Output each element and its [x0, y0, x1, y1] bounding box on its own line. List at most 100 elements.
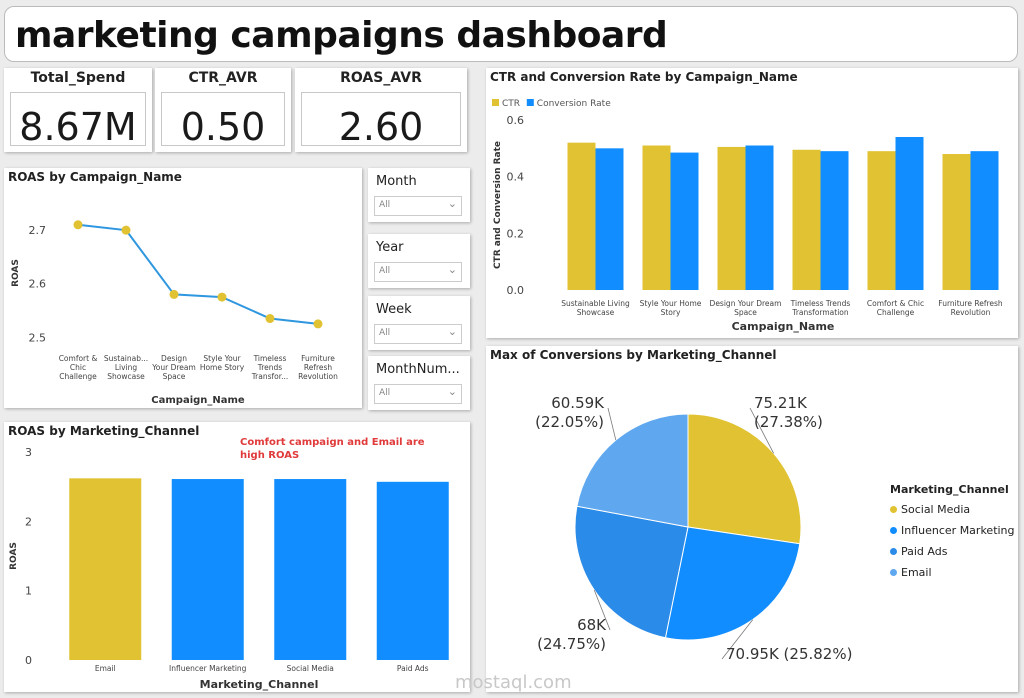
ctr-bar [642, 145, 671, 290]
y-tick-label: 2.5 [29, 331, 47, 344]
slicer-label: Week [376, 302, 412, 317]
kpi-value: 0.50 [180, 105, 266, 149]
slicer-week[interactable]: Week All ⌄ [368, 296, 470, 350]
conversion-rate-bar [595, 148, 624, 290]
legend-dot-icon [890, 527, 897, 534]
slicer-label: MonthNum... [376, 362, 460, 377]
legend-label: Social Media [901, 503, 971, 516]
legend-item[interactable]: Email [890, 566, 932, 579]
slicer-dropdown[interactable]: All ⌄ [374, 196, 462, 216]
legend-dot-icon [890, 548, 897, 555]
leader-line [593, 589, 611, 631]
data-point [217, 292, 227, 302]
x-tick-label: Email [95, 664, 116, 673]
roas-by-campaign-chart[interactable]: ROAS by Campaign_Name 2.5 2.6 2.7 ROAS Comfo… [4, 168, 362, 408]
data-point [73, 220, 83, 230]
x-tick-label: Furniture Refresh Revolution [938, 299, 1003, 317]
kpi-value: 2.60 [338, 105, 424, 149]
x-tick-label: Social Media [287, 664, 334, 673]
data-label: 68K (24.75%) [537, 616, 607, 653]
conversion-rate-bar [820, 151, 849, 290]
x-tick-label: Timeless Trends Transformation [790, 299, 851, 317]
chevron-down-icon: ⌄ [447, 385, 457, 398]
y-tick-label: 0.0 [507, 284, 525, 297]
chart-title: ROAS by Campaign_Name [8, 170, 182, 184]
dashboard-title-bar: marketing campaigns dashboard [4, 6, 1018, 62]
legend-title: Marketing_Channel [890, 483, 1009, 496]
ctr-conversion-chart[interactable]: CTR and Conversion Rate by Campaign_Name… [486, 68, 1018, 338]
pie-plot: 75.21K (27.38%) 70.95K (25.82%) 68K (24.75%)… [535, 394, 852, 663]
slicer-month[interactable]: Month All ⌄ [368, 168, 470, 222]
roas-by-channel-chart[interactable]: ROAS by Marketing_Channel Comfort campai… [4, 422, 470, 692]
x-axis-label: Campaign_Name [151, 395, 245, 406]
legend-item[interactable]: Influencer Marketing [890, 524, 1015, 537]
kpi-card-ctr-avr[interactable]: CTR_AVR 0.50 [155, 68, 291, 152]
x-tick-label: Sustainab... Living Showcase [104, 354, 148, 381]
legend-label: Conversion Rate [537, 99, 611, 109]
legend-item[interactable]: Paid Ads [890, 545, 947, 558]
data-label: 60.59K (22.05%) [535, 394, 605, 431]
ctr-bar [792, 149, 821, 290]
ctr-bar [942, 154, 971, 290]
pie-slice [687, 413, 802, 545]
slicer-value: All [379, 388, 391, 398]
slicer-monthnum[interactable]: MonthNum... All ⌄ [368, 356, 470, 410]
roas-bar [376, 481, 449, 660]
x-tick-label: Sustainable Living Showcase [561, 299, 630, 317]
legend-label: Email [901, 566, 932, 579]
kpi-label: ROAS_AVR [340, 70, 422, 86]
slicer-label: Month [376, 174, 417, 189]
x-tick-label: Comfort & Chic Challenge [59, 354, 98, 381]
slicer-dropdown[interactable]: All ⌄ [374, 262, 462, 282]
kpi-card-total-spend[interactable]: Total_Spend 8.67M [4, 68, 152, 152]
chevron-down-icon: ⌄ [447, 197, 457, 210]
legend-dot-icon [890, 569, 897, 576]
kpi-label: CTR_AVR [188, 70, 258, 86]
chart-title: ROAS by Marketing_Channel [8, 424, 200, 438]
kpi-label: Total_Spend [30, 70, 126, 86]
x-tick-label: Furniture Refresh Revolution [298, 354, 338, 381]
legend-swatch [526, 99, 534, 106]
slicer-dropdown[interactable]: All ⌄ [374, 324, 462, 344]
leader-line [721, 619, 754, 660]
chart-title: CTR and Conversion Rate by Campaign_Name [490, 70, 798, 84]
y-axis-label: ROAS [11, 259, 21, 287]
slicer-value: All [379, 200, 391, 210]
roas-bar [171, 479, 244, 660]
x-tick-label: Timeless Trends Transfor... [251, 354, 289, 381]
conversions-pie-chart[interactable]: Max of Conversions by Marketing_Channel … [486, 346, 1018, 692]
roas-bar [69, 478, 142, 660]
y-tick-label: 0.2 [507, 227, 525, 240]
kpi-value: 8.67M [19, 105, 137, 149]
x-axis-label: Campaign_Name [732, 320, 835, 333]
slicer-year[interactable]: Year All ⌄ [368, 234, 470, 288]
legend-swatch [492, 99, 499, 106]
y-axis-label: ROAS [9, 542, 19, 570]
x-tick-label: Design Your Dream Space [151, 354, 196, 381]
conversion-rate-bar [895, 137, 924, 290]
ctr-conversion-plot: CTR Conversion Rate 0.0 0.2 0.4 0.6 CTR and Co… [492, 99, 1003, 333]
roas-bar [274, 479, 347, 660]
y-tick-label: 3 [25, 446, 32, 459]
data-point [265, 314, 275, 324]
chevron-down-icon: ⌄ [447, 325, 457, 338]
kpi-value-box: 8.67M [10, 92, 146, 149]
ctr-bar [717, 146, 746, 290]
kpi-card-roas-avr[interactable]: ROAS_AVR 2.60 [295, 68, 467, 152]
ctr-bar [567, 142, 596, 290]
x-tick-label: Style Your Home Story [640, 299, 702, 317]
legend-label: CTR [502, 99, 520, 109]
chevron-down-icon: ⌄ [447, 263, 457, 276]
legend-label: Influencer Marketing [901, 524, 1015, 537]
x-tick-label: Comfort & Chic Challenge [867, 299, 924, 317]
y-tick-label: 0.4 [507, 171, 525, 184]
conversion-rate-bar [745, 145, 774, 290]
x-tick-label: Design Your Dream Space [710, 299, 782, 317]
roas-channel-plot: 0 1 2 3 ROAS Email Influencer Marketing Social … [9, 446, 449, 691]
ctr-bar [867, 151, 896, 290]
y-tick-label: 2 [25, 515, 32, 528]
legend-item[interactable]: Social Media [890, 503, 970, 516]
slicer-label: Year [376, 240, 404, 255]
slicer-dropdown[interactable]: All ⌄ [374, 384, 462, 404]
roas-line-plot: 2.5 2.6 2.7 ROAS Comfort & Chic ChallengeSusta… [11, 220, 338, 406]
